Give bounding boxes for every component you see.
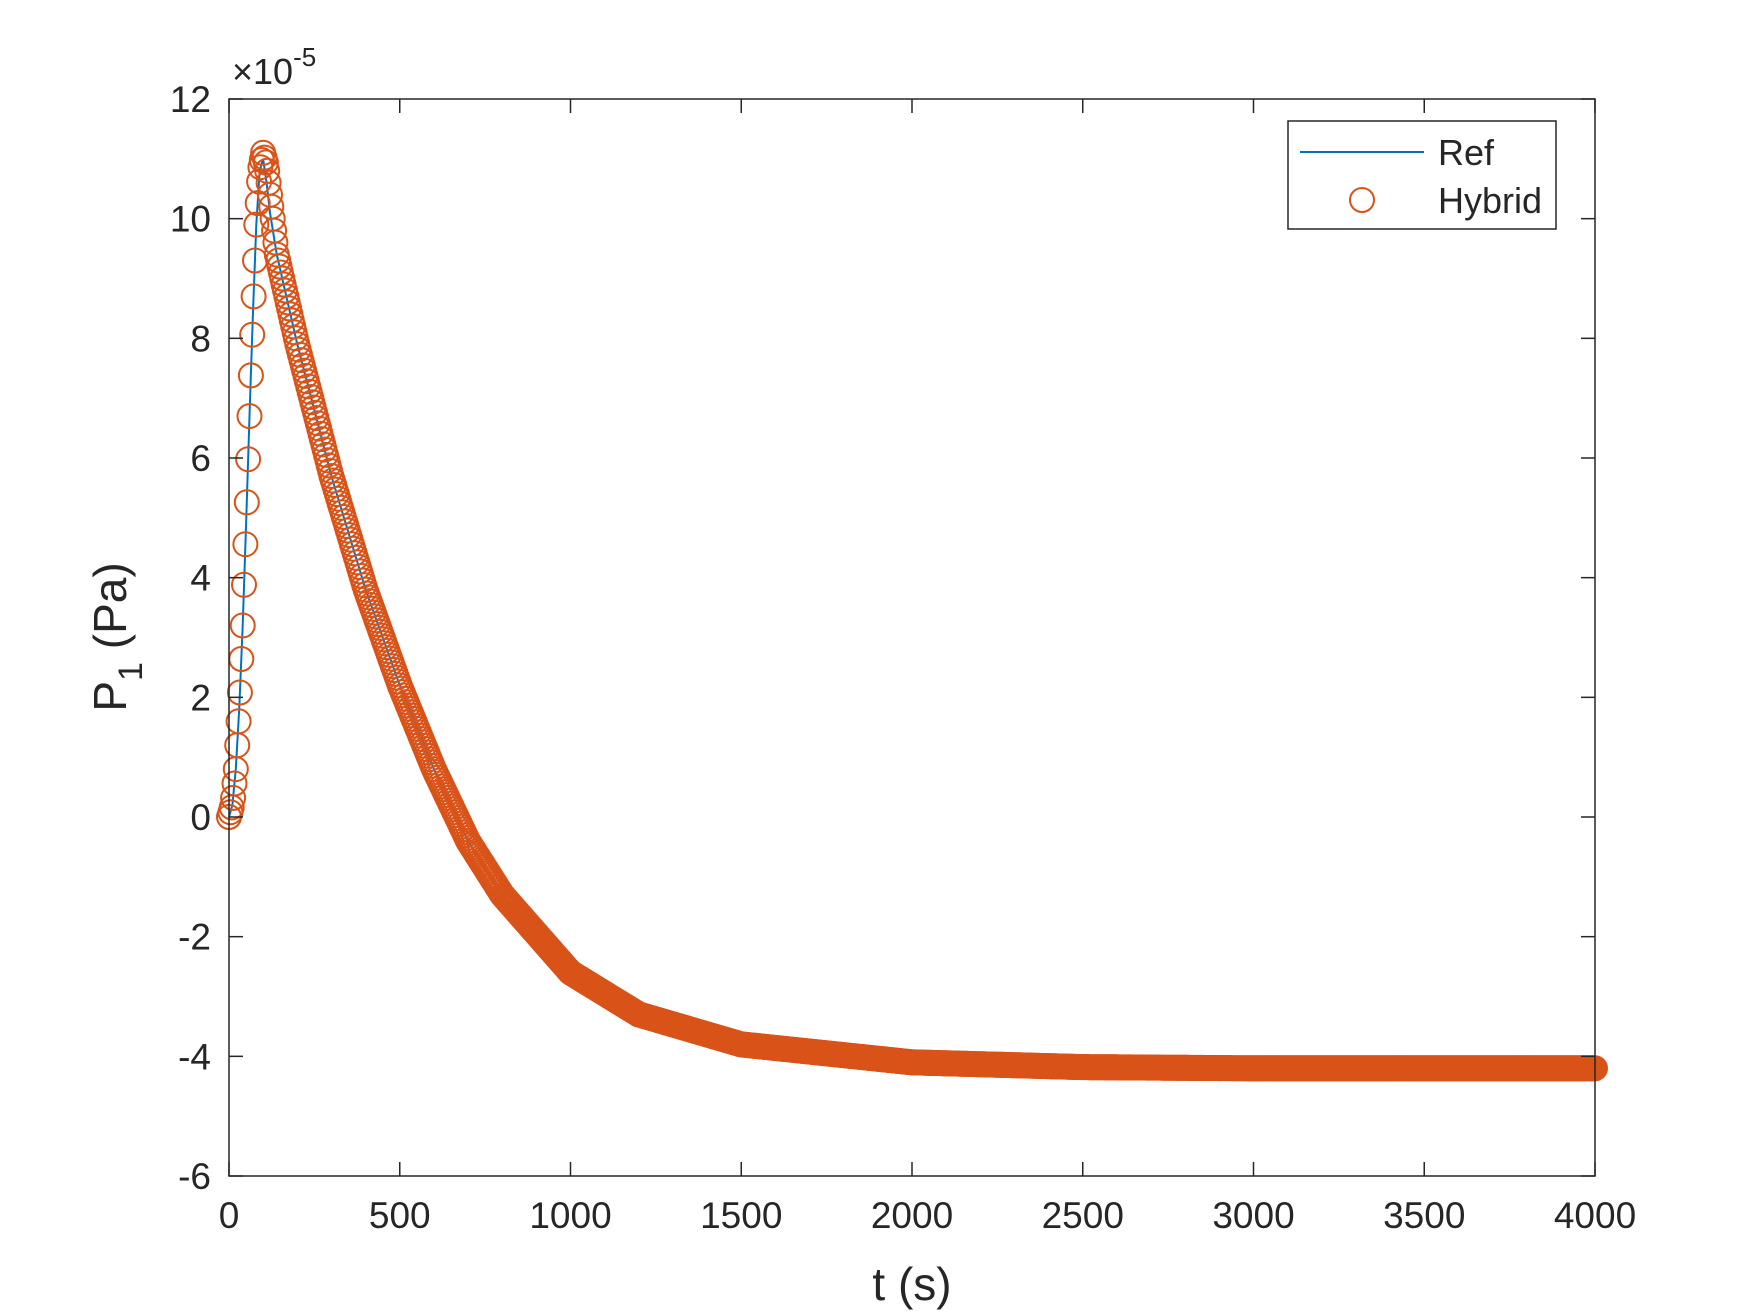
data-point bbox=[233, 489, 260, 516]
y-tick-label: -2 bbox=[178, 917, 211, 958]
y-tick-label: 10 bbox=[170, 199, 211, 240]
x-axis-label: t (s) bbox=[872, 1258, 951, 1310]
x-tick-label: 1000 bbox=[529, 1195, 611, 1236]
x-tick-label: 0 bbox=[219, 1195, 240, 1236]
plot-background bbox=[229, 99, 1595, 1176]
y-tick-label: 8 bbox=[190, 318, 211, 359]
data-point bbox=[220, 784, 247, 811]
x-tick-label: 2000 bbox=[871, 1195, 953, 1236]
tick-layer: 0 500 1000 1500 2000 2500 3000 3500 4000 -6 -4 -2 0 2… bbox=[170, 79, 1636, 1236]
y-exponent-label: ×10-5 bbox=[232, 42, 316, 92]
data-point bbox=[236, 403, 263, 430]
data-point bbox=[221, 770, 248, 797]
y-tick-label: 12 bbox=[170, 79, 211, 120]
y-tick-label: 4 bbox=[190, 558, 211, 599]
data-point bbox=[229, 612, 256, 639]
data-point bbox=[235, 446, 262, 473]
series-layer bbox=[216, 139, 1608, 1082]
data-point bbox=[232, 531, 259, 558]
legend-box bbox=[1287, 120, 1557, 230]
plot-frame bbox=[228, 98, 1596, 1177]
data-point bbox=[226, 679, 253, 706]
y-tick-label: 6 bbox=[190, 438, 211, 479]
x-tick-label: 3500 bbox=[1383, 1195, 1465, 1236]
x-tick-label: 500 bbox=[369, 1195, 431, 1236]
legend-hybrid-swatch bbox=[1349, 187, 1375, 213]
x-tick-label: 3000 bbox=[1212, 1195, 1294, 1236]
legend-hybrid-label: Hybrid bbox=[1438, 180, 1542, 221]
y-tick-label: -6 bbox=[178, 1156, 211, 1197]
y-tick-label: 0 bbox=[190, 797, 211, 838]
legend-ref-label: Ref bbox=[1438, 132, 1495, 173]
data-point bbox=[237, 362, 264, 389]
data-point bbox=[252, 149, 279, 176]
x-tick-label: 1500 bbox=[700, 1195, 782, 1236]
data-point bbox=[231, 571, 257, 598]
x-tick-label: 2500 bbox=[1042, 1195, 1124, 1236]
legend: Ref Hybrid bbox=[1287, 120, 1557, 230]
y-tick-label: -4 bbox=[178, 1036, 211, 1077]
data-point bbox=[240, 283, 267, 310]
data-point bbox=[239, 321, 266, 348]
y-axis-label: P1 (Pa) bbox=[84, 562, 150, 711]
y-tick-label: 2 bbox=[190, 677, 211, 718]
data-point bbox=[243, 211, 270, 238]
x-tick-label: 4000 bbox=[1554, 1195, 1636, 1236]
data-point bbox=[225, 708, 252, 735]
series-markers-hybrid bbox=[216, 139, 1608, 1082]
